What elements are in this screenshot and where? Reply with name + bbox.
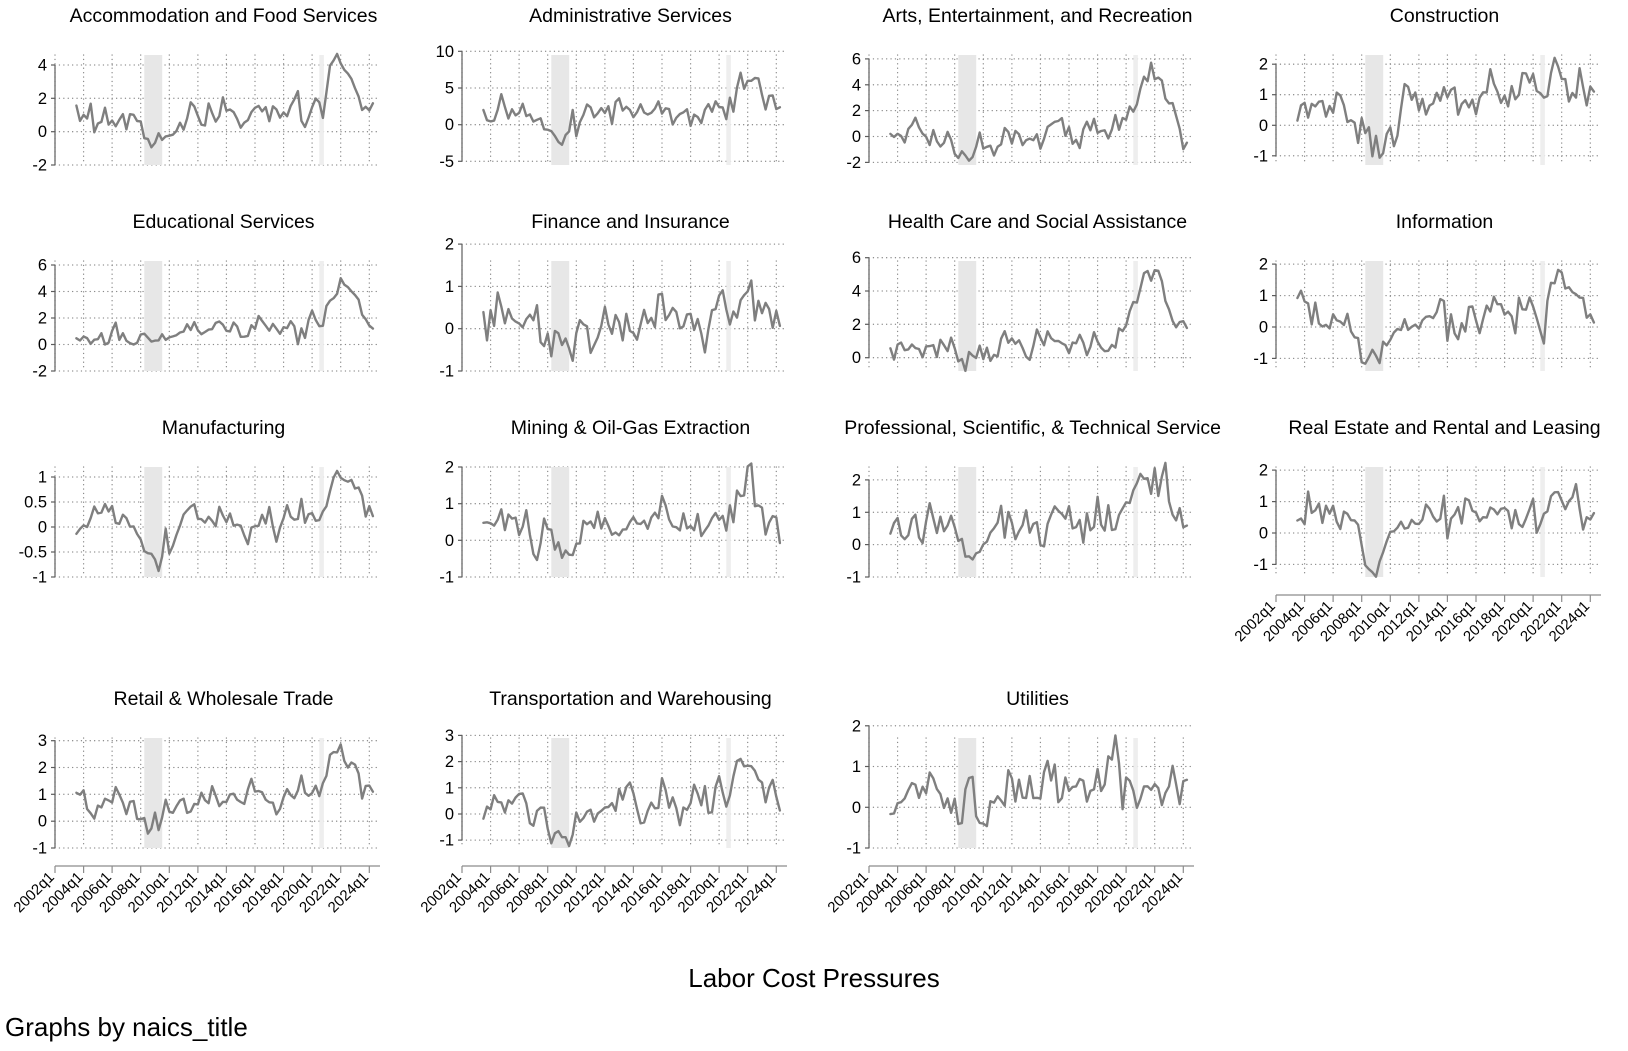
svg-text:10: 10 xyxy=(436,43,454,61)
svg-text:0: 0 xyxy=(38,123,47,141)
svg-text:Professional, Scientific, & Te: Professional, Scientific, & Technical Se… xyxy=(844,417,1221,439)
svg-text:-1: -1 xyxy=(846,569,861,587)
svg-text:Retail & Wholesale Trade: Retail & Wholesale Trade xyxy=(113,688,333,710)
svg-text:0.5: 0.5 xyxy=(24,494,47,512)
svg-text:0: 0 xyxy=(1259,525,1268,543)
svg-text:-1: -1 xyxy=(1253,147,1268,165)
svg-text:Educational Services: Educational Services xyxy=(132,211,314,233)
svg-text:0: 0 xyxy=(445,116,454,134)
svg-text:0: 0 xyxy=(1259,117,1268,135)
svg-text:2: 2 xyxy=(1259,56,1268,74)
svg-text:2: 2 xyxy=(852,471,861,489)
svg-text:1: 1 xyxy=(1259,493,1268,511)
svg-text:2: 2 xyxy=(445,459,454,477)
svg-text:1: 1 xyxy=(1259,86,1268,104)
svg-text:2: 2 xyxy=(445,236,454,254)
svg-text:2: 2 xyxy=(38,310,47,328)
svg-text:1: 1 xyxy=(445,278,454,296)
svg-text:0: 0 xyxy=(852,349,861,367)
svg-text:Information: Information xyxy=(1396,211,1494,233)
svg-text:-1: -1 xyxy=(1253,350,1268,368)
svg-text:Administrative Services: Administrative Services xyxy=(529,5,732,27)
svg-text:Transportation and Warehousing: Transportation and Warehousing xyxy=(489,688,772,710)
svg-text:1: 1 xyxy=(38,786,47,804)
svg-text:3: 3 xyxy=(38,732,47,750)
svg-text:Finance and Insurance: Finance and Insurance xyxy=(531,211,729,233)
svg-text:1: 1 xyxy=(445,779,454,797)
svg-text:3: 3 xyxy=(445,727,454,745)
svg-text:2: 2 xyxy=(445,753,454,771)
svg-text:Manufacturing: Manufacturing xyxy=(162,417,286,439)
svg-text:Arts, Entertainment, and Recre: Arts, Entertainment, and Recreation xyxy=(883,5,1193,27)
svg-text:-2: -2 xyxy=(846,154,861,172)
svg-text:0: 0 xyxy=(445,532,454,550)
svg-text:Utilities: Utilities xyxy=(1006,688,1069,710)
svg-text:0: 0 xyxy=(38,336,47,354)
svg-text:-0.5: -0.5 xyxy=(19,544,47,562)
svg-text:0: 0 xyxy=(38,813,47,831)
svg-text:6: 6 xyxy=(852,50,861,68)
svg-text:1: 1 xyxy=(1259,287,1268,305)
svg-text:4: 4 xyxy=(38,283,47,301)
svg-text:2: 2 xyxy=(38,759,47,777)
svg-text:-1: -1 xyxy=(439,363,454,381)
svg-text:0: 0 xyxy=(38,519,47,537)
svg-text:Construction: Construction xyxy=(1390,5,1499,27)
svg-text:4: 4 xyxy=(852,76,861,94)
svg-text:-2: -2 xyxy=(32,363,47,381)
svg-text:1: 1 xyxy=(445,495,454,513)
svg-text:-1: -1 xyxy=(32,840,47,858)
svg-text:0: 0 xyxy=(852,536,861,554)
svg-text:-1: -1 xyxy=(846,840,861,858)
svg-text:1: 1 xyxy=(852,758,861,776)
svg-text:4: 4 xyxy=(38,57,47,75)
svg-text:-1: -1 xyxy=(32,569,47,587)
svg-text:Real Estate and Rental and Lea: Real Estate and Rental and Leasing xyxy=(1288,417,1600,439)
svg-text:Health Care and Social Assista: Health Care and Social Assistance xyxy=(888,211,1187,233)
svg-text:Accommodation and Food Service: Accommodation and Food Services xyxy=(70,5,378,27)
svg-text:0: 0 xyxy=(1259,319,1268,337)
svg-text:1: 1 xyxy=(38,469,47,487)
svg-text:4: 4 xyxy=(852,283,861,301)
svg-text:1: 1 xyxy=(852,504,861,522)
svg-text:5: 5 xyxy=(445,80,454,98)
svg-text:-1: -1 xyxy=(439,832,454,850)
svg-text:2: 2 xyxy=(852,316,861,334)
svg-text:2: 2 xyxy=(852,102,861,120)
svg-text:2: 2 xyxy=(1259,256,1268,274)
svg-text:6: 6 xyxy=(852,249,861,267)
svg-text:0: 0 xyxy=(852,799,861,817)
svg-text:2: 2 xyxy=(1259,462,1268,480)
svg-text:2: 2 xyxy=(38,90,47,108)
svg-text:2: 2 xyxy=(852,717,861,735)
svg-text:-2: -2 xyxy=(32,157,47,175)
svg-text:-1: -1 xyxy=(439,569,454,587)
svg-text:0: 0 xyxy=(852,128,861,146)
svg-text:-1: -1 xyxy=(1253,556,1268,574)
svg-text:-5: -5 xyxy=(439,153,454,171)
svg-text:0: 0 xyxy=(445,806,454,824)
svg-text:Mining & Oil-Gas Extraction: Mining & Oil-Gas Extraction xyxy=(511,417,751,439)
svg-text:0: 0 xyxy=(445,320,454,338)
svg-text:6: 6 xyxy=(38,257,47,275)
